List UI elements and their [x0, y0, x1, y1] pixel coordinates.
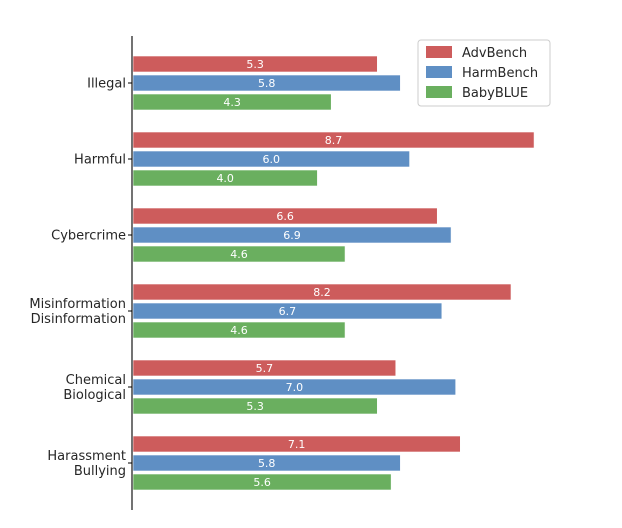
- bar-value-label: 6.6: [276, 210, 294, 223]
- category-labels: Illegal Harmful Cybercrime MisinformationDi…: [29, 77, 132, 479]
- bar-value-label: 5.3: [246, 58, 264, 71]
- legend-swatch-babyblue: [426, 86, 452, 98]
- bars-group: 5.3 5.8 4.3 8.7 6.0 4.0 6.6 6.9 4.6 8.2 6.7 4.6 5.7 7…: [132, 55, 535, 491]
- bar-value-label: 5.8: [258, 457, 276, 470]
- legend-swatch-advbench: [426, 46, 452, 58]
- bar-value-label: 4.6: [230, 324, 248, 337]
- category-label: Illegal: [87, 77, 126, 92]
- bar-advbench-1: [132, 131, 535, 149]
- bar-harmbench-0: [132, 74, 401, 92]
- bar-value-label: 6.9: [283, 229, 301, 242]
- legend-swatch-harmbench: [426, 66, 452, 78]
- category-label: Harmful: [74, 153, 126, 168]
- bar-value-label: 8.7: [325, 134, 343, 147]
- category-label: Harassment: [47, 449, 126, 464]
- bar-advbench-3: [132, 283, 512, 301]
- bar-value-label: 4.6: [230, 248, 248, 261]
- bar-value-label: 7.1: [288, 438, 306, 451]
- category-label: Biological: [63, 388, 126, 403]
- bar-value-label: 6.0: [263, 153, 281, 166]
- category-label: Chemical: [66, 373, 126, 388]
- bar-value-label: 5.6: [253, 476, 271, 489]
- bar-value-label: 5.3: [246, 400, 264, 413]
- bar-value-label: 4.0: [216, 172, 234, 185]
- legend-label-babyblue: BabyBLUE: [462, 86, 528, 101]
- bar-harmbench-3: [132, 302, 443, 320]
- bar-value-label: 5.8: [258, 77, 276, 90]
- bar-babyblue-0: [132, 93, 332, 111]
- legend: AdvBench HarmBench BabyBLUE: [417, 39, 551, 107]
- category-label: Bullying: [74, 464, 126, 479]
- bar-babyblue-5: [132, 473, 392, 491]
- bar-babyblue-1: [132, 169, 318, 187]
- category-label: Cybercrime: [51, 229, 126, 244]
- bar-advbench-4: [132, 359, 397, 377]
- bar-harmbench-4: [132, 378, 457, 396]
- legend-label-harmbench: HarmBench: [462, 66, 538, 81]
- bar-value-label: 8.2: [313, 286, 331, 299]
- bar-value-label: 5.7: [256, 362, 274, 375]
- bar-advbench-0: [132, 55, 378, 73]
- bar-value-label: 6.7: [279, 305, 297, 318]
- bar-babyblue-3: [132, 321, 346, 339]
- bar-harmbench-2: [132, 226, 452, 244]
- legend-label-advbench: AdvBench: [462, 46, 527, 61]
- bar-advbench-5: [132, 435, 461, 453]
- bar-harmbench-5: [132, 454, 401, 472]
- bar-value-label: 4.3: [223, 96, 241, 109]
- bar-value-label: 7.0: [286, 381, 304, 394]
- bar-harmbench-1: [132, 150, 410, 168]
- category-label: Disinformation: [31, 312, 126, 327]
- category-label: Misinformation: [29, 297, 126, 312]
- bar-advbench-2: [132, 207, 438, 225]
- bar-babyblue-2: [132, 245, 346, 263]
- bar-babyblue-4: [132, 397, 378, 415]
